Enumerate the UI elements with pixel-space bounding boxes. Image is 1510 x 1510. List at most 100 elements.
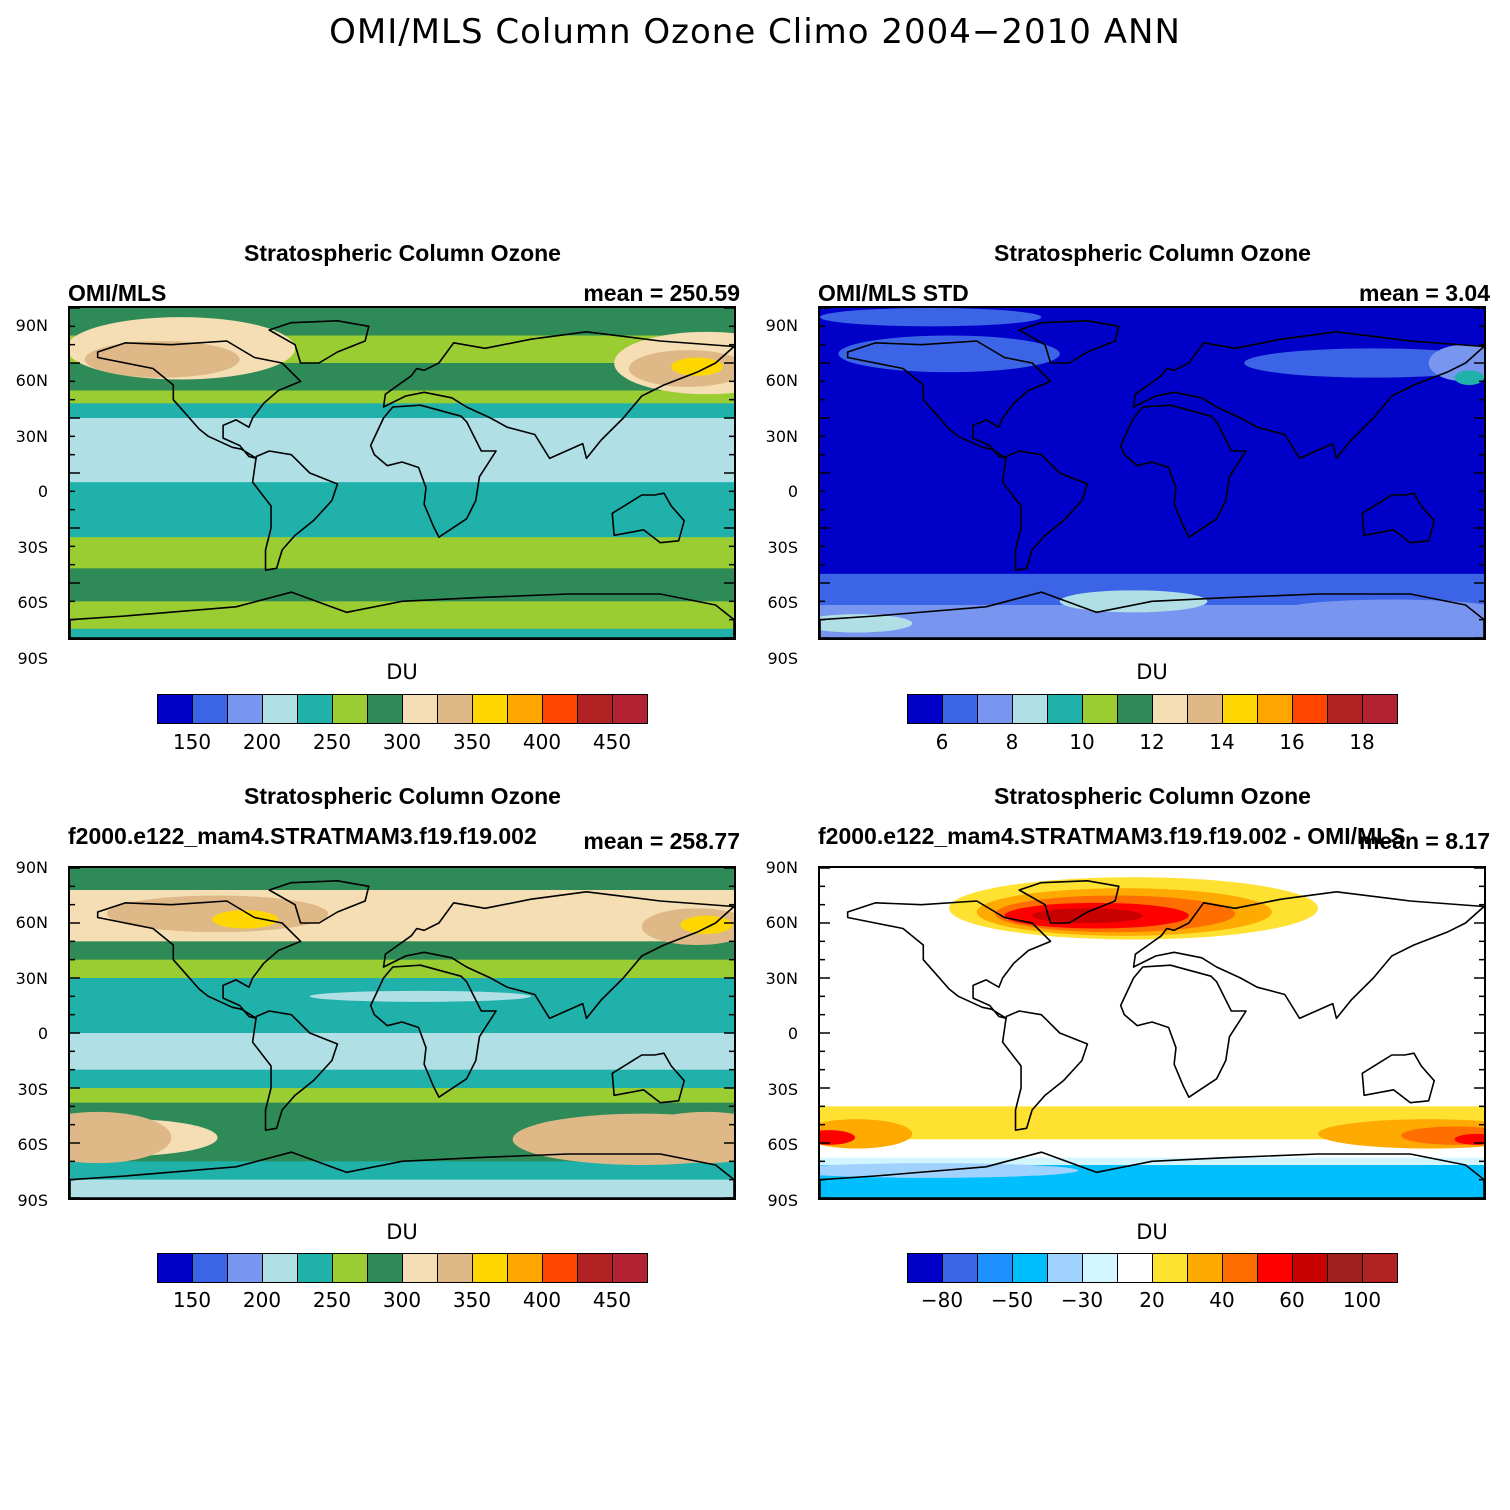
- contour-fills: [820, 308, 1484, 638]
- panel-title: Stratospheric Column Ozone: [994, 783, 1311, 809]
- colorbar-swatch: [543, 695, 578, 723]
- contour-band: [70, 403, 734, 419]
- coastline-south-america: [1001, 1010, 1089, 1131]
- contour-band: [70, 868, 734, 891]
- colorbar-swatch: [263, 1254, 298, 1282]
- lat-label: 90N: [765, 316, 798, 335]
- colorbar-swatch: [1293, 1254, 1328, 1282]
- colorbar-swatch: [1363, 695, 1397, 723]
- colorbar-swatch: [263, 695, 298, 723]
- panel-omi-mls-std: Stratospheric Column Ozone OMI/MLS STD m…: [750, 240, 1490, 760]
- contour-band: [70, 1179, 734, 1198]
- panel-title: Stratospheric Column Ozone: [244, 783, 561, 809]
- contour-band: [70, 418, 734, 483]
- colorbar-label: 10: [1069, 730, 1095, 754]
- contour-band: [70, 482, 734, 538]
- colorbar-label: 350: [452, 1288, 492, 1312]
- coastline-eurasia: [382, 891, 734, 1020]
- colorbar-swatch: [1048, 1254, 1083, 1282]
- colorbar-swatch: [403, 695, 438, 723]
- lat-label: 60S: [17, 593, 48, 612]
- contour-region: [309, 990, 532, 1002]
- coastline-antarctica: [820, 1151, 1484, 1198]
- colorbar-swatch: [543, 1254, 578, 1282]
- contour-region: [838, 335, 1060, 373]
- colorbar-swatch: [613, 695, 647, 723]
- panel-left-string: OMI/MLS: [68, 280, 167, 306]
- colorbar-swatch: [403, 1254, 438, 1282]
- colorbar-swatch: [473, 1254, 508, 1282]
- contour-map: [818, 866, 1486, 1200]
- panel-left-string: OMI/MLS STD: [818, 280, 969, 306]
- coastline-antarctica: [820, 591, 1484, 638]
- colorbar-swatch: [158, 1254, 193, 1282]
- coastline-south-america: [251, 1010, 339, 1131]
- panel-model-minus-obs: Stratospheric Column Ozone f2000.e122_ma…: [750, 783, 1490, 1312]
- coastline-north-america: [846, 340, 1052, 460]
- contour-region: [671, 357, 723, 376]
- contour-fills: [70, 868, 734, 1198]
- colorbar-swatch: [1223, 1254, 1258, 1282]
- colorbar-swatch: [333, 695, 368, 723]
- coastline-greenland: [268, 880, 370, 924]
- lat-label: 30N: [765, 969, 798, 988]
- coastlines: [70, 320, 734, 638]
- colorbar-swatch: [908, 1254, 943, 1282]
- colorbar-label: 40: [1209, 1288, 1235, 1312]
- lat-label: 30S: [17, 1080, 48, 1099]
- map-svg: [820, 868, 1484, 1198]
- coastline-eurasia: [1132, 331, 1484, 460]
- lat-label: 90N: [15, 316, 48, 335]
- coastline-eurasia: [1132, 891, 1484, 1020]
- contour-region: [212, 910, 279, 929]
- figure-title: OMI/MLS Column Ozone Climo 2004−2010 ANN: [329, 12, 1181, 52]
- coastline-north-america: [96, 900, 302, 1020]
- contour-region: [1454, 1133, 1484, 1145]
- contour-band: [70, 1033, 734, 1071]
- colorbar-label: 450: [592, 730, 632, 754]
- coastline-africa: [369, 964, 497, 1098]
- coastlines: [820, 880, 1484, 1198]
- coastline-eurasia: [382, 331, 734, 460]
- colorbar-label: 6: [935, 730, 949, 754]
- contour-band: [70, 628, 734, 638]
- axis-ticks: [70, 308, 734, 638]
- colorbar-swatch: [1118, 1254, 1153, 1282]
- axis-ticks: [820, 868, 1484, 1198]
- panel-mean-value: mean = 8.17: [1358, 828, 1490, 854]
- colorbar-label: 150: [172, 1288, 212, 1312]
- contour-fills: [70, 308, 734, 638]
- colorbar-swatch: [1048, 695, 1083, 723]
- contour-band: [70, 1102, 734, 1116]
- colorbar-label: 200: [242, 730, 282, 754]
- colorbar-swatch: [1083, 695, 1118, 723]
- lat-label: 30S: [767, 1080, 798, 1099]
- coastline-north-america: [96, 340, 302, 460]
- colorbar-label: 8: [1005, 730, 1019, 754]
- colorbar-swatch: [613, 1254, 647, 1282]
- map-svg: [70, 868, 734, 1198]
- colorbar-units: DU: [1136, 1220, 1168, 1244]
- lat-label: 90N: [15, 858, 48, 877]
- colorbar-label: 450: [592, 1288, 632, 1312]
- colorbar-swatch: [1328, 695, 1363, 723]
- colorbar-swatch: [1013, 695, 1048, 723]
- coastlines: [70, 880, 734, 1198]
- colorbar-swatch: [1153, 1254, 1188, 1282]
- colorbar-swatch: [333, 1254, 368, 1282]
- colorbar: [157, 1253, 648, 1283]
- contour-band: [70, 1069, 734, 1089]
- coastline-australia: [611, 1052, 686, 1104]
- lat-label: 60S: [17, 1135, 48, 1154]
- contour-band: [70, 959, 734, 979]
- contour-map: [68, 306, 736, 640]
- colorbar-label: −50: [990, 1288, 1034, 1312]
- colorbar-swatch: [1258, 1254, 1293, 1282]
- coastline-antarctica: [70, 1151, 734, 1198]
- lat-label: 60N: [15, 371, 48, 390]
- lat-label: 60N: [765, 913, 798, 932]
- contour-map: [818, 306, 1486, 640]
- colorbar-swatch: [193, 695, 228, 723]
- contour-map: [68, 866, 736, 1200]
- colorbar-swatch: [368, 695, 403, 723]
